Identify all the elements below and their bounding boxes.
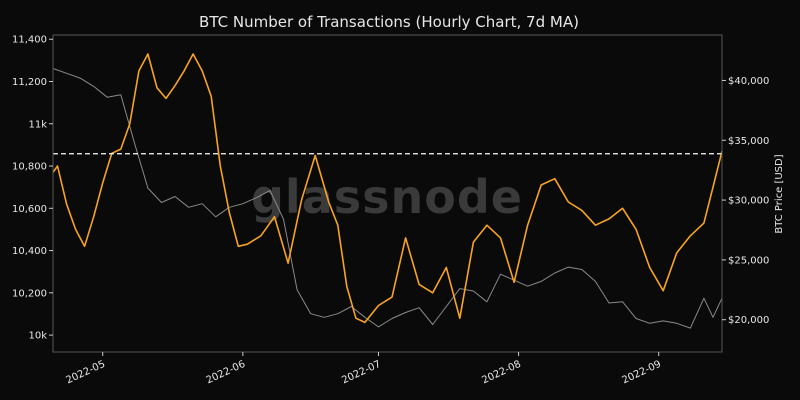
right-y-axis: $20,000 $25,000 $30,000 $35,000 $40,000: [722, 76, 769, 326]
glassnode-watermark: glassnode: [251, 170, 523, 224]
left-tick-label: 10,600: [12, 204, 47, 215]
chart-title: BTC Number of Transactions (Hourly Chart…: [199, 13, 579, 31]
transactions-line: [52, 53, 723, 324]
left-tick-label: 10,200: [12, 288, 47, 299]
right-tick-label: $25,000: [728, 255, 769, 266]
right-tick-label: $35,000: [728, 136, 769, 147]
left-tick-label: 11,400: [12, 35, 47, 46]
series-layer: [52, 53, 723, 329]
right-tick-label: $40,000: [728, 76, 769, 87]
right-tick-label: $30,000: [728, 196, 769, 207]
btc-price-line: [52, 68, 723, 329]
left-tick-label: 10k: [28, 331, 47, 342]
left-tick-label: 11k: [28, 119, 47, 130]
right-axis-label: BTC Price [USD]: [774, 154, 785, 233]
left-tick-label: 10,800: [12, 162, 47, 173]
left-tick-label: 11,200: [12, 77, 47, 88]
plot-frame: [52, 34, 723, 353]
left-y-axis: 10k 10,200 10,400 10,600 10,800 11k 11,200 11,4…: [12, 35, 53, 342]
left-tick-label: 10,400: [12, 246, 47, 257]
right-tick-label: $20,000: [728, 315, 769, 326]
